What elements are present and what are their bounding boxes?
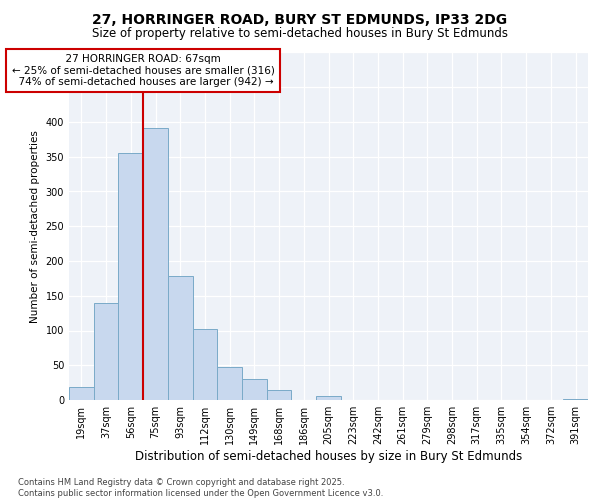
Bar — [193, 329, 217, 400]
Bar — [168, 276, 193, 400]
Text: Size of property relative to semi-detached houses in Bury St Edmunds: Size of property relative to semi-detach… — [92, 28, 508, 40]
Bar — [69, 388, 94, 400]
Text: Contains HM Land Registry data © Crown copyright and database right 2025.
Contai: Contains HM Land Registry data © Crown c… — [18, 478, 383, 498]
Bar — [316, 396, 341, 400]
Bar — [217, 368, 242, 400]
Bar — [118, 152, 143, 400]
X-axis label: Distribution of semi-detached houses by size in Bury St Edmunds: Distribution of semi-detached houses by … — [135, 450, 522, 463]
Bar — [242, 379, 267, 400]
Bar — [267, 390, 292, 400]
Bar — [94, 302, 118, 400]
Text: 27, HORRINGER ROAD, BURY ST EDMUNDS, IP33 2DG: 27, HORRINGER ROAD, BURY ST EDMUNDS, IP3… — [92, 12, 508, 26]
Bar — [563, 398, 588, 400]
Bar — [143, 128, 168, 400]
Text: 27 HORRINGER ROAD: 67sqm  
← 25% of semi-detached houses are smaller (316)
  74%: 27 HORRINGER ROAD: 67sqm ← 25% of semi-d… — [12, 54, 275, 87]
Y-axis label: Number of semi-detached properties: Number of semi-detached properties — [30, 130, 40, 322]
